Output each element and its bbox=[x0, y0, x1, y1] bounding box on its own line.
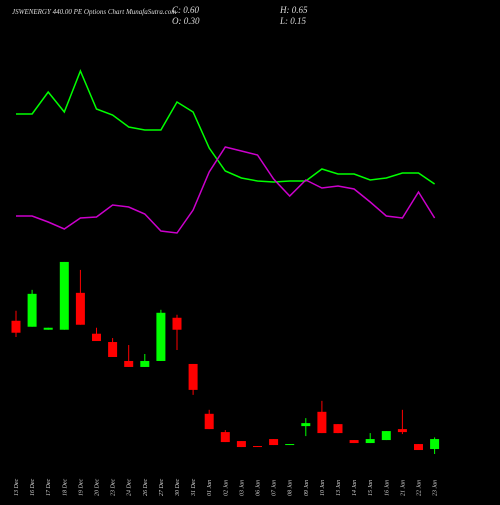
candle-body bbox=[124, 360, 134, 367]
x-tick-label: 20 Dec bbox=[95, 479, 101, 496]
x-tick-label: 03 Jan bbox=[239, 480, 245, 496]
candle-body bbox=[381, 431, 391, 441]
x-tick-label: 31 Dec bbox=[191, 479, 197, 497]
candle-body bbox=[317, 411, 327, 434]
x-tick-label: 23 Jan bbox=[433, 480, 439, 496]
x-tick-label: 02 Jan bbox=[223, 480, 229, 496]
candle-body bbox=[11, 320, 21, 333]
x-tick-label: 19 Dec bbox=[78, 479, 84, 496]
indicator-line bbox=[16, 146, 436, 234]
candle-body bbox=[253, 446, 262, 448]
candle-body bbox=[349, 440, 359, 444]
indicator-line bbox=[16, 69, 436, 185]
candle-body bbox=[188, 363, 198, 390]
candle-body bbox=[397, 429, 407, 433]
candle-body bbox=[27, 293, 37, 327]
x-tick-label: 07 Jan bbox=[272, 480, 278, 496]
x-tick-label: 26 Dec bbox=[143, 479, 149, 496]
x-tick-label: 01 Jan bbox=[207, 480, 213, 496]
candle-body bbox=[414, 444, 423, 451]
x-tick-label: 16 Jan bbox=[384, 480, 390, 496]
candle-body bbox=[43, 327, 53, 330]
candle-body bbox=[220, 432, 230, 443]
x-tick-label: 13 Dec bbox=[14, 479, 20, 496]
x-tick-label: 30 Dec bbox=[175, 479, 181, 497]
ohlc-low: L: 0.15 bbox=[279, 16, 307, 26]
candle-body bbox=[301, 423, 311, 427]
candle-body bbox=[269, 439, 279, 446]
x-tick-label: 08 Jan bbox=[288, 480, 294, 496]
ohlc-close: C: 0.60 bbox=[172, 5, 200, 15]
x-tick-label: 18 Dec bbox=[62, 479, 68, 496]
x-tick-label: 21 Jan bbox=[400, 480, 406, 496]
candle-body bbox=[204, 413, 214, 430]
x-tick-label: 17 Dec bbox=[46, 479, 52, 496]
x-tick-label: 09 Jan bbox=[304, 480, 310, 496]
x-tick-label: 06 Jan bbox=[256, 480, 262, 496]
x-tick-label: 14 Jan bbox=[351, 480, 358, 496]
candle-body bbox=[172, 317, 182, 330]
x-tick-label: 24 Dec bbox=[126, 479, 133, 496]
ohlc-open: O: 0.30 bbox=[172, 16, 200, 26]
candle-body bbox=[365, 439, 375, 444]
x-tick-label: 27 Dec bbox=[159, 479, 165, 496]
x-tick-label: 16 Dec bbox=[30, 479, 36, 496]
x-tick-label: 23 Dec bbox=[111, 479, 117, 496]
x-tick-label: 15 Jan bbox=[368, 480, 374, 496]
x-tick-label: 13 Jan bbox=[336, 480, 342, 496]
x-tick-label: 10 Jan bbox=[320, 480, 326, 496]
candle-body bbox=[430, 439, 440, 450]
chart-title: JSWENERGY 440.00 PE Options Chart Munafa… bbox=[12, 8, 176, 16]
candle-body bbox=[236, 441, 246, 448]
candle-body bbox=[108, 342, 118, 357]
candle-body bbox=[92, 333, 101, 342]
candle-body bbox=[140, 360, 150, 367]
candle-body bbox=[333, 424, 343, 434]
ohlc-high: H: 0.65 bbox=[279, 5, 308, 15]
candle-body bbox=[285, 444, 295, 446]
candle-body bbox=[156, 312, 166, 361]
x-tick-label: 22 Jan bbox=[417, 480, 423, 496]
candle-body bbox=[59, 261, 69, 330]
candle-body bbox=[75, 292, 85, 325]
